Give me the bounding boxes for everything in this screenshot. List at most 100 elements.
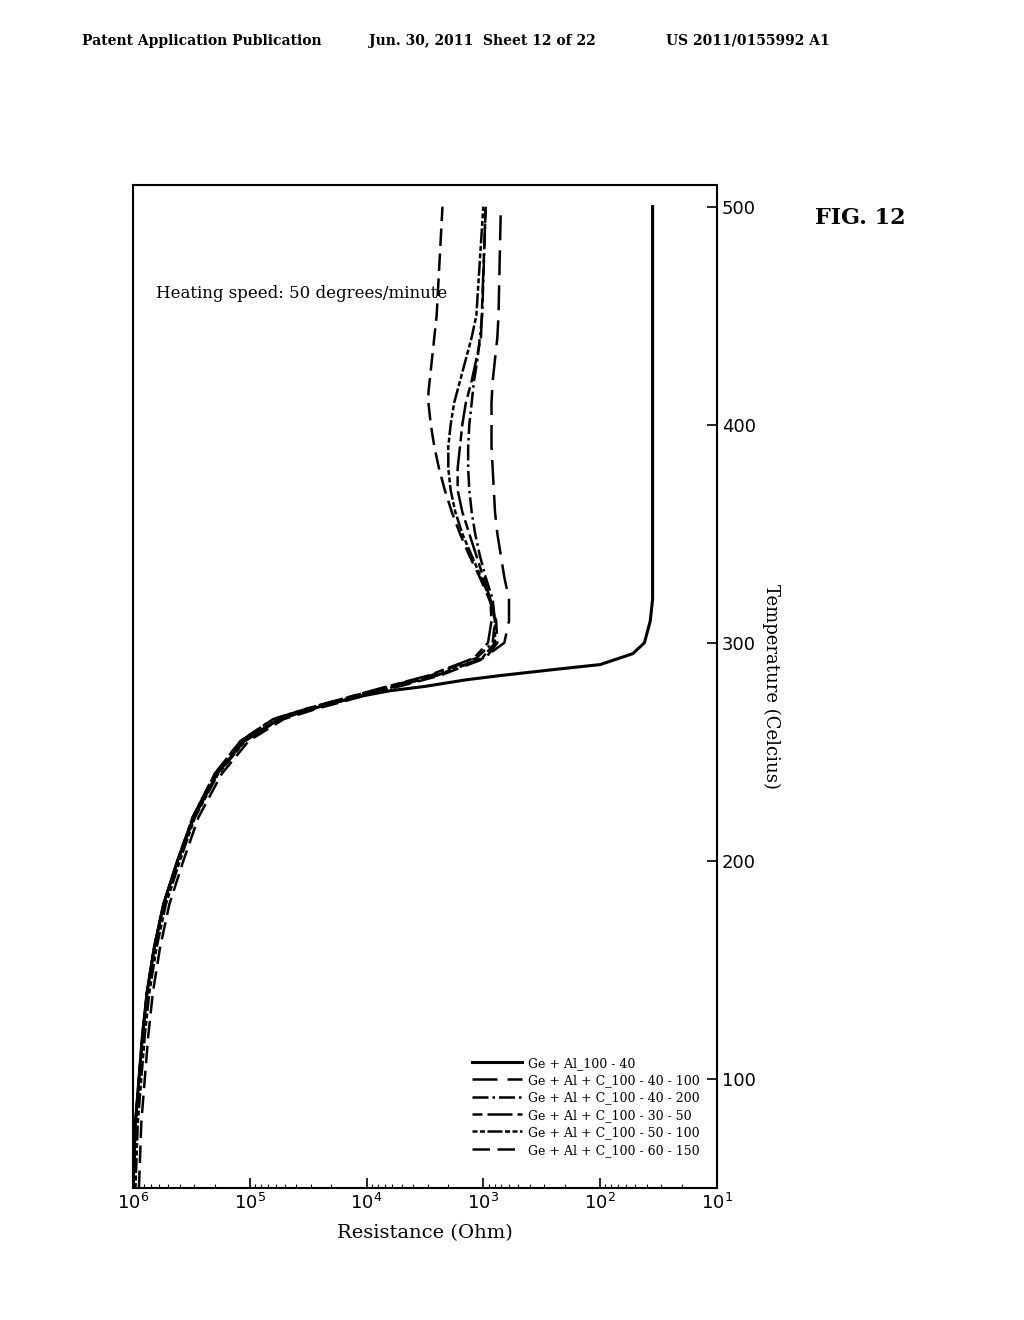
Ge + Al + C_100 - 40 - 200 — [186, 809, 199, 825]
Ge + Al + C_100 - 60 - 150 — [428, 330, 440, 346]
Ge + Al + C_100 - 40 - 200 — [141, 983, 154, 999]
Ge + Al + C_100 - 30 - 50 — [129, 1114, 141, 1130]
Ge + Al + C_100 - 60 - 150 — [422, 384, 434, 400]
Ge + Al + C_100 - 40 - 100 — [136, 1027, 148, 1043]
Ge + Al + C_100 - 30 - 50 — [141, 983, 154, 999]
Line: Ge + Al + C_100 - 50 - 100: Ge + Al + C_100 - 50 - 100 — [135, 207, 495, 1188]
Ge + Al + C_100 - 40 - 100 — [238, 733, 250, 748]
Ge + Al + C_100 - 30 - 50 — [267, 711, 280, 727]
Ge + Al + C_100 - 40 - 100 — [211, 766, 223, 781]
Ge + Al + C_100 - 40 - 100 — [477, 651, 489, 667]
Ge + Al + C_100 - 60 - 150 — [483, 591, 496, 607]
Ge + Al_100 - 40 — [238, 733, 250, 748]
Ge + Al_100 - 40 — [273, 711, 286, 727]
Ge + Al + C_100 - 40 - 200 — [469, 525, 481, 541]
Ge + Al + C_100 - 50 - 100 — [174, 853, 186, 869]
Ge + Al + C_100 - 30 - 50 — [460, 395, 472, 411]
Ge + Al + C_100 - 50 - 100 — [274, 711, 287, 727]
Text: Jun. 30, 2011  Sheet 12 of 22: Jun. 30, 2011 Sheet 12 of 22 — [369, 34, 595, 48]
Ge + Al_100 - 40 — [646, 581, 658, 597]
Ge + Al + C_100 - 50 - 100 — [430, 668, 442, 684]
Ge + Al + C_100 - 40 - 200 — [479, 569, 492, 585]
Ge + Al_100 - 40 — [419, 678, 431, 694]
Ge + Al + C_100 - 50 - 100 — [309, 701, 322, 717]
Ge + Al + C_100 - 40 - 200 — [133, 1071, 145, 1086]
Ge + Al + C_100 - 60 - 150 — [426, 351, 438, 367]
Ge + Al + C_100 - 50 - 100 — [444, 417, 457, 433]
Ge + Al + C_100 - 60 - 150 — [433, 461, 445, 477]
Ge + Al + C_100 - 60 - 150 — [436, 199, 449, 215]
X-axis label: Resistance (Ohm): Resistance (Ohm) — [337, 1224, 513, 1242]
Ge + Al + C_100 - 60 - 150 — [142, 1027, 155, 1043]
Ge + Al + C_100 - 30 - 50 — [470, 548, 482, 564]
Ge + Al + C_100 - 30 - 50 — [209, 766, 221, 781]
Ge + Al + C_100 - 50 - 100 — [138, 1027, 151, 1043]
Ge + Al + C_100 - 40 - 100 — [487, 482, 500, 498]
Ge + Al + C_100 - 40 - 200 — [171, 853, 183, 869]
Ge + Al + C_100 - 60 - 150 — [163, 896, 175, 912]
Ge + Al + C_100 - 60 - 150 — [146, 983, 159, 999]
Ge + Al_100 - 40 — [148, 940, 161, 956]
Ge + Al_100 - 40 — [141, 983, 154, 999]
Ge + Al + C_100 - 40 - 200 — [474, 548, 486, 564]
Ge + Al + C_100 - 60 - 150 — [428, 438, 440, 454]
Ge + Al + C_100 - 40 - 200 — [466, 395, 478, 411]
Ge + Al + C_100 - 40 - 100 — [486, 374, 499, 389]
Ge + Al + C_100 - 60 - 150 — [424, 374, 436, 389]
Ge + Al + C_100 - 30 - 50 — [454, 438, 466, 454]
Ge + Al + C_100 - 40 - 200 — [470, 651, 482, 667]
Ge + Al + C_100 - 40 - 200 — [127, 1180, 139, 1196]
Ge + Al + C_100 - 50 - 100 — [442, 438, 455, 454]
Ge + Al + C_100 - 40 - 200 — [462, 461, 474, 477]
Ge + Al + C_100 - 40 - 100 — [158, 896, 170, 912]
Ge + Al + C_100 - 30 - 50 — [186, 809, 199, 825]
Line: Ge + Al_100 - 40: Ge + Al_100 - 40 — [133, 207, 652, 1188]
Ge + Al + C_100 - 30 - 50 — [463, 525, 475, 541]
Ge + Al + C_100 - 60 - 150 — [430, 308, 442, 323]
Ge + Al + C_100 - 30 - 50 — [454, 494, 466, 510]
Ge + Al + C_100 - 40 - 100 — [492, 525, 504, 541]
Ge + Al + C_100 - 40 - 100 — [372, 682, 384, 698]
Ge + Al + C_100 - 40 - 100 — [430, 668, 442, 684]
Ge + Al + C_100 - 60 - 150 — [312, 701, 325, 717]
Ge + Al + C_100 - 40 - 200 — [463, 417, 475, 433]
Ge + Al + C_100 - 40 - 100 — [499, 635, 511, 651]
Ge + Al + C_100 - 60 - 150 — [454, 525, 466, 541]
Line: Ge + Al + C_100 - 30 - 50: Ge + Al + C_100 - 30 - 50 — [133, 207, 492, 1188]
Ge + Al_100 - 40 — [384, 682, 396, 698]
Y-axis label: Temperature (Celcius): Temperature (Celcius) — [763, 583, 780, 789]
Text: Patent Application Publication: Patent Application Publication — [82, 34, 322, 48]
Ge + Al + C_100 - 30 - 50 — [475, 330, 487, 346]
Ge + Al + C_100 - 30 - 50 — [171, 853, 183, 869]
Ge + Al + C_100 - 40 - 200 — [136, 1027, 148, 1043]
Ge + Al + C_100 - 60 - 150 — [138, 1071, 151, 1086]
Ge + Al + C_100 - 50 - 100 — [143, 983, 156, 999]
Ge + Al + C_100 - 40 - 100 — [495, 548, 507, 564]
Ge + Al + C_100 - 40 - 100 — [503, 612, 515, 628]
Ge + Al_100 - 40 — [553, 661, 565, 677]
Ge + Al + C_100 - 50 - 100 — [132, 1114, 144, 1130]
Ge + Al_100 - 40 — [638, 635, 650, 651]
Ge + Al + C_100 - 40 - 200 — [267, 711, 280, 727]
Ge + Al + C_100 - 50 - 100 — [444, 482, 457, 498]
Ge + Al_100 - 40 — [171, 853, 183, 869]
Ge + Al + C_100 - 40 - 100 — [273, 711, 286, 727]
Ge + Al + C_100 - 50 - 100 — [475, 569, 487, 585]
Ge + Al + C_100 - 50 - 100 — [454, 374, 466, 389]
Ge + Al_100 - 40 — [627, 645, 639, 661]
Ge + Al + C_100 - 30 - 50 — [133, 1071, 145, 1086]
Ge + Al + C_100 - 30 - 50 — [422, 668, 434, 684]
Ge + Al + C_100 - 40 - 200 — [425, 668, 437, 684]
Ge + Al + C_100 - 50 - 100 — [449, 395, 461, 411]
Ge + Al + C_100 - 40 - 100 — [488, 504, 501, 520]
Ge + Al + C_100 - 60 - 150 — [193, 809, 205, 825]
Ge + Al + C_100 - 40 - 100 — [187, 809, 200, 825]
Ge + Al + C_100 - 50 - 100 — [239, 733, 251, 748]
Ge + Al + C_100 - 50 - 100 — [374, 682, 386, 698]
Ge + Al_100 - 40 — [460, 672, 472, 688]
Ge + Al_100 - 40 — [349, 689, 361, 705]
Ge + Al + C_100 - 30 - 50 — [366, 682, 378, 698]
Ge + Al + C_100 - 40 - 200 — [148, 940, 161, 956]
Ge + Al + C_100 - 40 - 200 — [209, 766, 221, 781]
Ge + Al + C_100 - 40 - 200 — [476, 308, 488, 323]
